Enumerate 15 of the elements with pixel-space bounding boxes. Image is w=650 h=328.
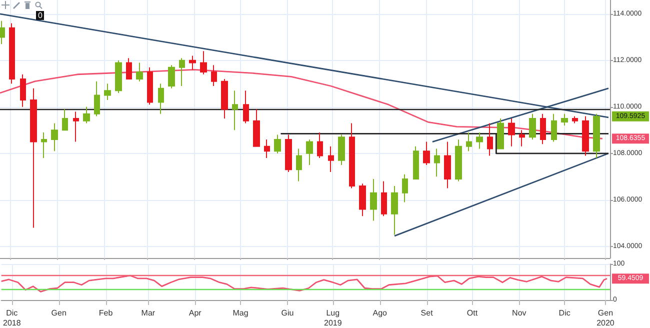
x-tick-label: Mag [232, 308, 248, 318]
x-tick-label: Lug 2019 [324, 308, 342, 328]
x-tick-label: Feb [98, 308, 114, 318]
x-tick-label: Ago [372, 308, 388, 318]
x-tick-label: Dic [558, 308, 570, 318]
x-tick-label: Dic 2018 [3, 308, 22, 328]
x-tick-label: Mar [141, 308, 156, 318]
x-tick-label: Apr [188, 308, 202, 318]
x-tick-label: Gen [51, 308, 66, 318]
x-tick-label: Gen 2020 [596, 308, 615, 328]
x-tick-label: Nov [512, 308, 526, 318]
x-tick-label: Set [420, 308, 434, 318]
annotation: 0 [36, 11, 44, 20]
x-tick-label: Giu [281, 308, 294, 318]
x-tick-label: Ott [466, 308, 478, 318]
